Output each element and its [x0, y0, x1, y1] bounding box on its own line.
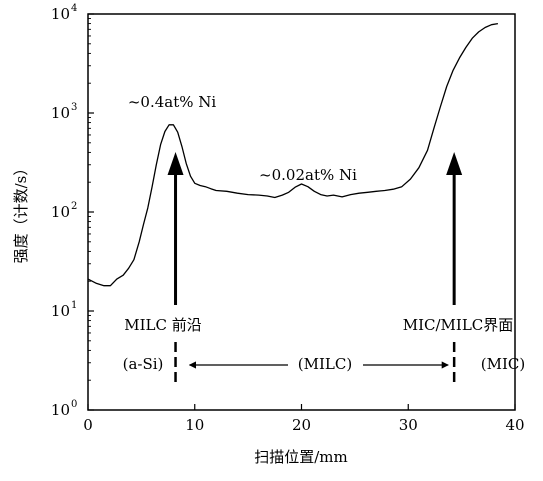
annotation-arrow1-label: MILC 前沿 — [124, 316, 202, 334]
plot-frame — [87, 13, 516, 411]
y-tick-label: 10 — [51, 5, 70, 23]
x-tick-label: 40 — [505, 416, 524, 434]
x-tick-label: 30 — [399, 416, 418, 434]
region-label-mic: (MIC) — [481, 355, 525, 373]
y-tick-exponent: 1 — [71, 300, 77, 311]
x-tick-label: 10 — [185, 416, 204, 434]
region-label-milc: (MILC) — [298, 355, 352, 373]
y-tick-exponent: 4 — [71, 3, 77, 14]
y-tick-label: 10 — [51, 203, 70, 221]
y-tick-exponent: 3 — [71, 102, 77, 113]
region-label-asi: (a-Si) — [123, 355, 164, 373]
y-tick-exponent: 2 — [71, 201, 77, 212]
y-tick-exponent: 0 — [71, 399, 77, 410]
y-axis-title: 强度（计数/s） — [12, 161, 30, 264]
y-tick-label: 10 — [51, 104, 70, 122]
x-axis-ticks: 0 10 20 30 40 — [83, 404, 525, 434]
peak-arrow-head — [167, 152, 184, 175]
annotation-arrow2-label: MIC/MILC界面 — [403, 316, 514, 334]
y-tick-label: 10 — [51, 401, 70, 419]
annotation-peak-label: ~0.4at% Ni — [128, 93, 217, 111]
x-tick-label: 0 — [83, 416, 93, 434]
x-axis-title: 扫描位置/mm — [254, 448, 348, 466]
series-line — [87, 22, 499, 287]
annotation-mid-label: ~0.02at% Ni — [259, 166, 357, 184]
y-tick-label: 10 — [51, 302, 70, 320]
x-tick-label: 20 — [292, 416, 311, 434]
annotation-layer — [167, 152, 463, 385]
interface-arrow-head — [446, 152, 463, 175]
series-layer — [87, 22, 499, 287]
